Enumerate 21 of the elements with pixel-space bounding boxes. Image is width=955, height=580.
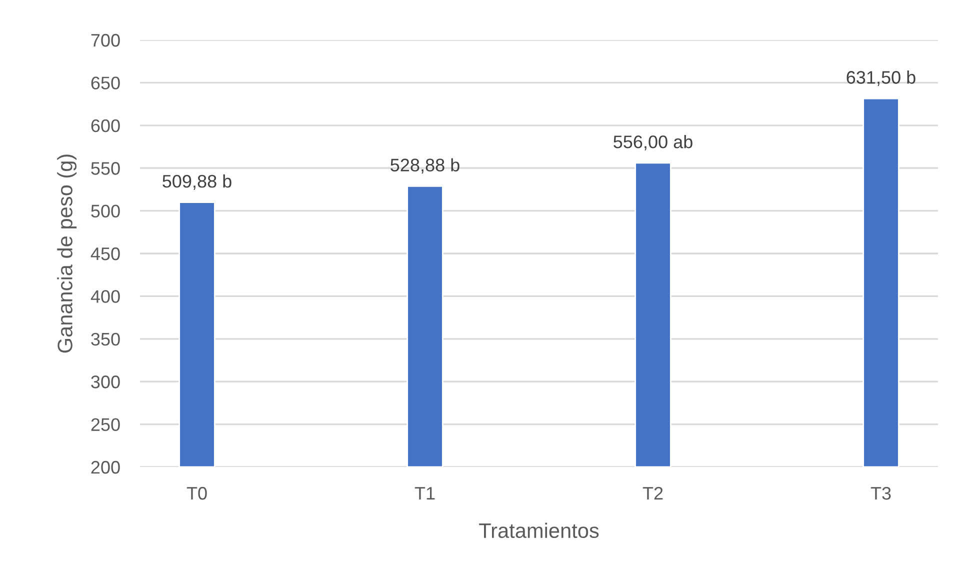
y-tick-label: 200 (91, 460, 120, 474)
y-tick-label: 650 (91, 76, 120, 90)
y-axis-title: Ganancia de peso (g) (57, 154, 77, 353)
y-tick-label: 250 (91, 418, 120, 432)
x-axis-title: Tratamientos (479, 522, 599, 538)
y-tick-label: 550 (91, 162, 120, 175)
data-label: 509,88 b (162, 174, 232, 190)
x-tick-label: T3 (870, 486, 891, 500)
data-label: 528,88 b (390, 158, 460, 174)
y-tick-label: 350 (91, 332, 120, 346)
y-tick-label: 500 (91, 204, 120, 218)
x-tick-label: T0 (186, 486, 207, 500)
x-tick-label: T1 (414, 487, 435, 500)
y-tick-label: 400 (90, 290, 120, 303)
y-tick-label: 450 (90, 247, 120, 260)
data-label: 556,00 ab (614, 135, 692, 150)
data-label: 631,50 b (846, 70, 916, 86)
y-tick-label: 600 (91, 119, 120, 132)
y-tick-label: 300 (91, 376, 120, 388)
x-tick-label: T2 (642, 486, 663, 500)
y-tick-label: 700 (91, 34, 120, 47)
